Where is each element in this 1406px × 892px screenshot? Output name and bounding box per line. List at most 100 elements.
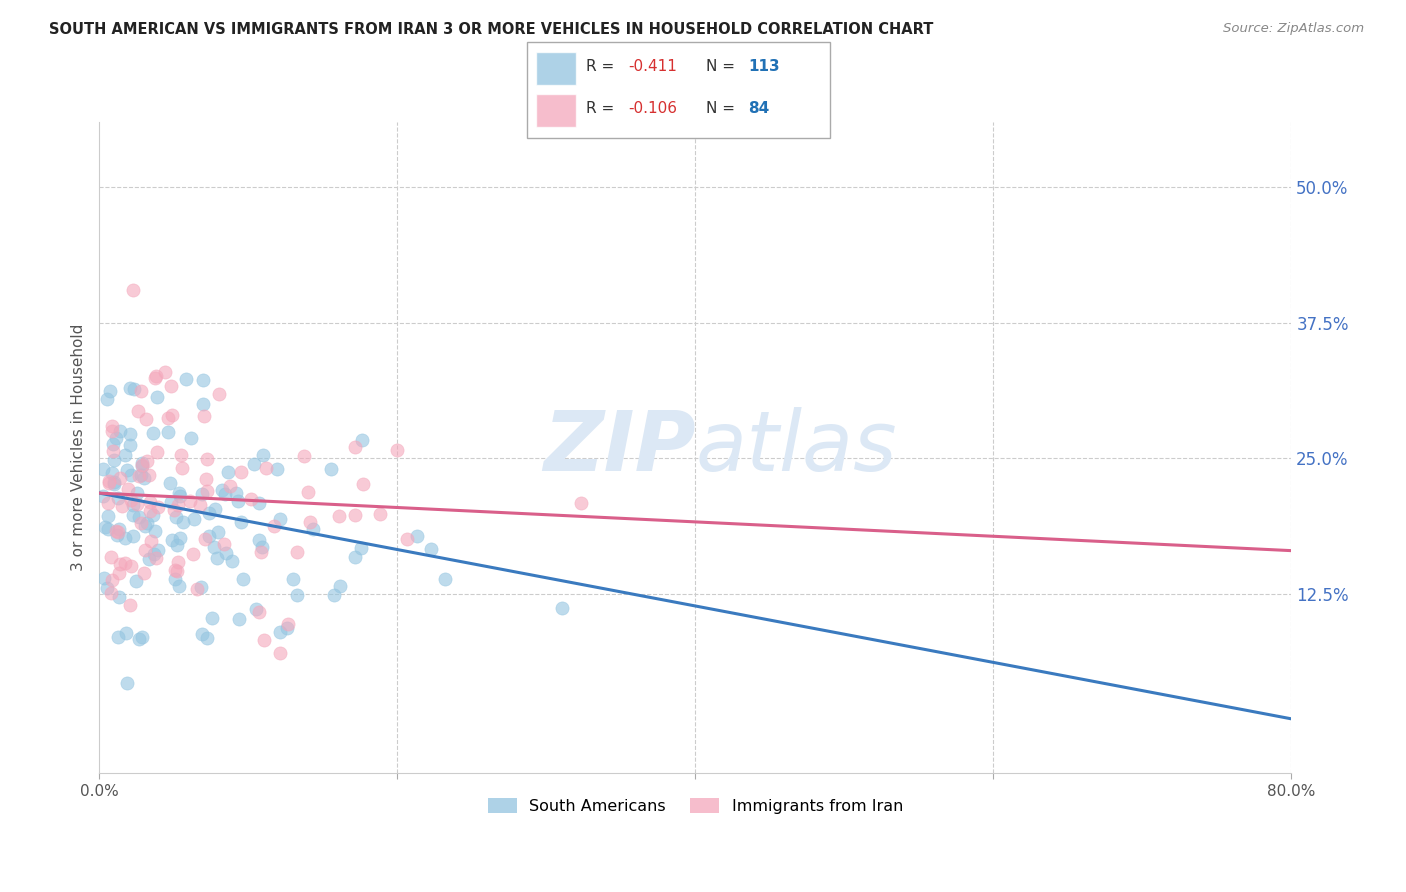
Point (195, 452, 218, 467)
Point (215, 545, 238, 559)
Point (131, 456, 153, 470)
Point (205, 550, 228, 565)
Point (131, 630, 153, 644)
Point (202, 541, 225, 555)
Point (146, 445, 169, 459)
Point (163, 503, 186, 517)
Point (142, 425, 165, 440)
Text: atlas: atlas (696, 407, 897, 488)
Point (131, 516, 153, 530)
Point (135, 453, 157, 467)
Point (98, 474, 121, 488)
Point (551, 601, 574, 615)
Point (107, 491, 129, 505)
Point (190, 487, 212, 501)
Point (103, 475, 125, 489)
Point (174, 372, 197, 386)
Point (186, 582, 208, 596)
Point (212, 537, 235, 551)
Point (108, 522, 131, 536)
Point (111, 499, 134, 513)
Point (231, 515, 253, 529)
Point (172, 515, 194, 529)
Point (125, 574, 148, 589)
Point (328, 508, 350, 523)
Point (146, 390, 169, 404)
Point (128, 468, 150, 483)
Point (250, 545, 273, 559)
Text: -0.106: -0.106 (628, 102, 678, 116)
Point (350, 541, 373, 555)
Point (292, 450, 315, 464)
Point (117, 483, 139, 497)
Point (105, 528, 128, 542)
Point (387, 443, 409, 458)
Point (120, 492, 142, 507)
Point (160, 495, 183, 509)
Point (276, 617, 298, 632)
Point (93, 571, 115, 585)
Point (254, 461, 277, 475)
Point (115, 463, 138, 477)
Point (297, 484, 319, 499)
Point (247, 605, 270, 619)
Point (269, 646, 291, 660)
Point (131, 458, 153, 472)
Point (226, 494, 249, 508)
Point (143, 371, 166, 385)
Point (139, 533, 162, 548)
Point (121, 508, 143, 523)
Point (156, 425, 179, 439)
Point (195, 483, 218, 498)
Point (143, 547, 166, 561)
Point (276, 621, 298, 635)
Point (569, 496, 592, 510)
Point (125, 486, 148, 500)
Text: R =: R = (586, 59, 620, 73)
Point (96, 582, 118, 596)
Point (91, 489, 114, 503)
Point (160, 379, 183, 393)
Point (122, 283, 145, 297)
Point (98, 384, 121, 398)
Point (197, 507, 219, 521)
Point (302, 522, 325, 536)
Point (94, 520, 117, 534)
Point (135, 516, 157, 531)
Point (228, 612, 250, 626)
Text: R =: R = (586, 102, 620, 116)
Point (285, 588, 308, 602)
Point (180, 431, 202, 445)
Point (129, 384, 152, 399)
Point (201, 610, 224, 624)
Point (108, 557, 131, 571)
Text: ZIP: ZIP (543, 407, 696, 488)
Point (229, 465, 252, 479)
Point (108, 471, 131, 485)
Point (105, 431, 128, 445)
Point (114, 448, 136, 462)
Point (193, 409, 215, 424)
Point (163, 572, 186, 586)
Point (153, 365, 176, 379)
Point (193, 373, 215, 387)
Point (405, 529, 427, 543)
Point (118, 380, 141, 394)
Point (232, 573, 254, 587)
Point (148, 500, 170, 514)
Point (135, 412, 157, 426)
Point (101, 419, 124, 434)
Point (221, 554, 243, 568)
Point (165, 510, 187, 524)
Point (101, 573, 124, 587)
Point (166, 564, 188, 578)
Point (100, 549, 122, 564)
Point (225, 486, 247, 500)
Point (245, 602, 267, 616)
Point (352, 477, 374, 491)
Point (97, 509, 120, 524)
Point (250, 540, 273, 554)
Text: Source: ZipAtlas.com: Source: ZipAtlas.com (1223, 22, 1364, 36)
Point (97, 522, 120, 536)
Point (138, 504, 160, 518)
